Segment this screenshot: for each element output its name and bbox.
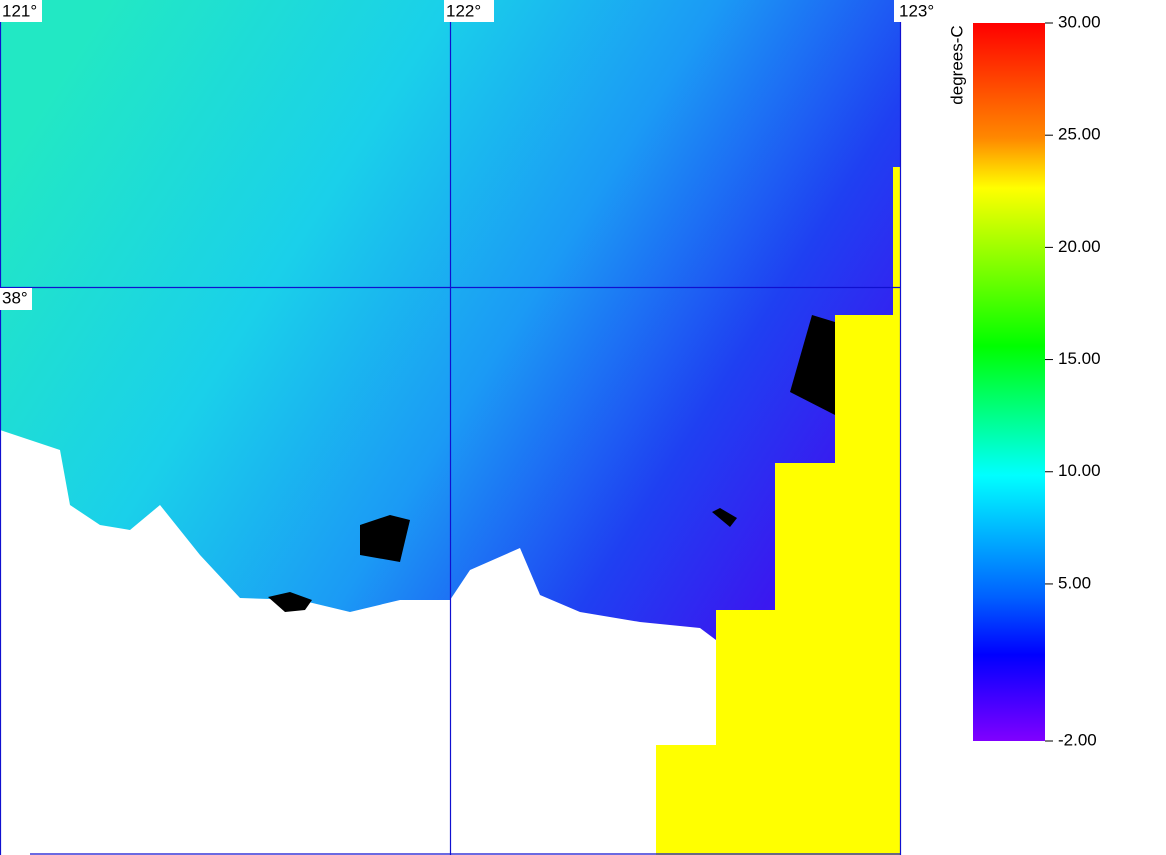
lon-label: 123° — [899, 1, 934, 20]
colorbar — [973, 23, 1045, 741]
colorbar-title: degrees-C — [947, 25, 966, 104]
lon-label: 121° — [2, 1, 37, 20]
tick-label: 15.00 — [1058, 349, 1101, 368]
tick-label: 10.00 — [1058, 461, 1101, 480]
graticule — [0, 0, 902, 855]
colorbar-ticks: 30.00 25.00 20.00 15.00 10.00 5.00 -2.00 — [1045, 12, 1101, 749]
tick-label: 30.00 — [1058, 12, 1101, 31]
lon-label: 122° — [446, 1, 481, 20]
tick-label: 5.00 — [1058, 573, 1091, 592]
tick-label: -2.00 — [1058, 730, 1097, 749]
tick-label: 25.00 — [1058, 125, 1101, 144]
tick-label: 20.00 — [1058, 237, 1101, 256]
lat-label: 38° — [2, 288, 28, 307]
lon-labels: 121° 122° 123° 38° — [0, 0, 942, 310]
